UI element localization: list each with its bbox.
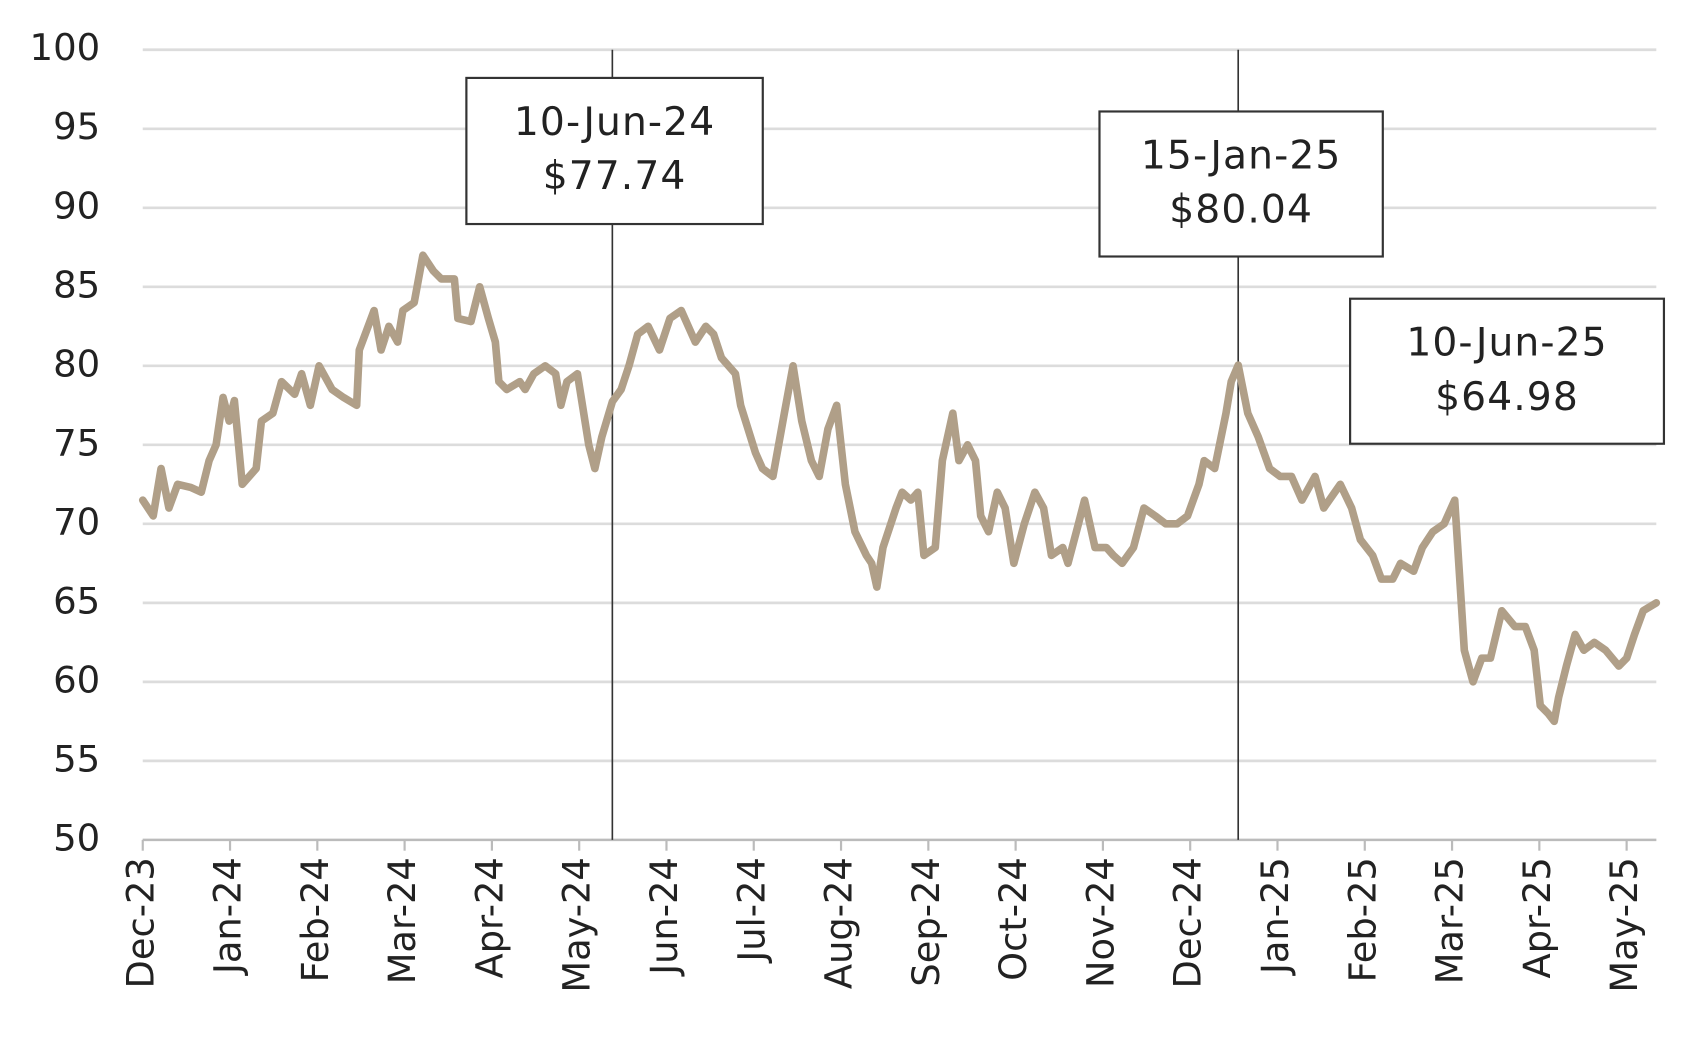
y-tick-label: 50 — [53, 816, 100, 859]
x-tick-label: Mar-24 — [381, 857, 424, 984]
x-tick-label: May-24 — [556, 857, 599, 992]
annotation-box — [465, 76, 764, 226]
x-tick-label: Nov-24 — [1079, 857, 1122, 988]
annotation-date: 10-Jun-25 — [1406, 321, 1607, 366]
x-tick-label: Feb-24 — [294, 857, 337, 982]
x-tick-label: Jan-25 — [1254, 857, 1297, 976]
price-line — [138, 251, 1661, 726]
x-tick-label: Jun-24 — [643, 857, 686, 977]
x-tick-label: Feb-25 — [1341, 857, 1384, 982]
y-tick-label: 100 — [30, 26, 101, 69]
annotation-date: 15-Jan-25 — [1141, 134, 1342, 179]
annotation-price: $80.04 — [1169, 188, 1313, 233]
y-tick-label: 80 — [53, 342, 100, 385]
x-tick-label: Aug-24 — [817, 857, 860, 989]
y-tick-label: 85 — [53, 263, 100, 306]
y-tick-label: 95 — [53, 105, 100, 148]
x-tick-label: Oct-24 — [992, 857, 1035, 981]
annotation-price: $64.98 — [1435, 375, 1579, 420]
x-tick-label: Dec-23 — [119, 857, 162, 988]
x-tick-label: Mar-25 — [1428, 857, 1471, 984]
annotation-date: 10-Jun-24 — [514, 100, 715, 145]
y-tick-label: 55 — [53, 737, 100, 780]
annotation-price: $77.74 — [543, 154, 687, 199]
x-tick-label: Jul-24 — [730, 857, 773, 963]
y-tick-label: 70 — [53, 500, 100, 543]
annotation-box — [1349, 297, 1666, 445]
x-tick-label: Jan-24 — [206, 857, 249, 976]
x-tick-label: Dec-24 — [1167, 857, 1210, 988]
x-tick-label: May-25 — [1603, 857, 1646, 992]
y-tick-label: 65 — [53, 579, 100, 622]
x-tick-label: Apr-24 — [468, 857, 511, 978]
annotation-box — [1098, 110, 1384, 258]
x-tick-label: Apr-25 — [1516, 857, 1559, 978]
x-tick-label: Sep-24 — [905, 857, 948, 986]
y-tick-label: 90 — [53, 184, 100, 227]
y-tick-label: 60 — [53, 658, 100, 701]
y-tick-label: 75 — [53, 421, 100, 464]
